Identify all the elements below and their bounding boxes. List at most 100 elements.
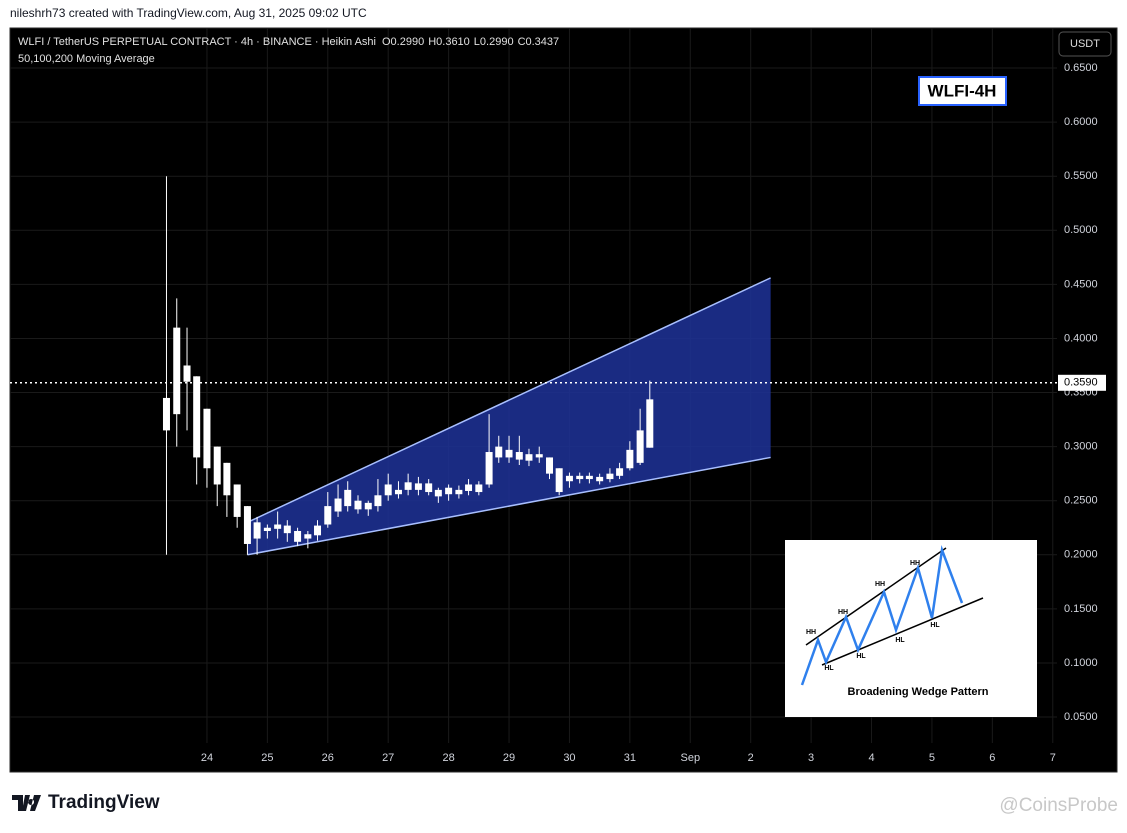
candle-body [576,475,584,480]
title-text: WLFI / TetherUS PERPETUAL CONTRACT · 4h … [18,36,376,48]
currency-label[interactable]: USDT [1070,38,1100,50]
inset-diagram: HH HH HH HH HL HL HL HL Broadening Wedge… [785,540,1037,717]
chart-subtitle: 50,100,200 Moving Average [18,53,155,65]
candle-body [646,399,654,448]
candle-body [314,525,322,536]
currency-button[interactable] [1058,31,1112,57]
x-tick-label: 5 [929,752,935,764]
x-tick-label: Sep [680,752,700,764]
wedge-line [247,456,771,556]
x-tick-label: 26 [322,752,334,764]
candle-body [223,462,231,496]
x-tick-label: 31 [624,752,636,764]
y-tick-label: 0.1000 [1064,657,1098,669]
y-tick-label: 0.5000 [1064,224,1098,236]
candle-body [596,476,604,482]
credit: nileshrh73 created with TradingView.com,… [10,6,367,20]
candle-body [162,397,170,431]
candle-body [475,484,483,493]
candle-body [183,365,191,382]
y-tick-label: 0.0500 [1064,711,1098,723]
candle-body [414,483,422,490]
badge-box [918,76,1007,106]
watermark: @CoinsProbe [999,795,1118,816]
candle-body [455,489,463,495]
current-price-box [1058,374,1106,391]
candle-body [626,449,634,469]
ohlc-low: L0.2990 [474,36,514,48]
candle-body [555,468,563,493]
candle-body [425,483,433,493]
ohlc-close: C0.3437 [518,36,560,48]
brand-name: TradingView [48,792,160,813]
candle-body [565,475,573,482]
inset-label: HL [856,653,866,660]
ohlc-high: H0.3610 [428,36,470,48]
y-tick-label: 0.1500 [1064,603,1098,615]
x-tick-label: 25 [261,752,273,764]
candle-body [616,468,624,476]
badge: WLFI-4H [928,81,997,100]
inset-label: HL [895,637,905,644]
wedge-line [247,277,771,524]
candle-body [173,327,181,415]
x-tick-label: 6 [989,752,995,764]
inset-lower-line [821,597,984,666]
candle-body [374,495,382,507]
y-tick-label: 0.5500 [1064,170,1098,182]
x-tick-label: 4 [868,752,874,764]
candle-body [283,525,291,534]
candle-body [636,430,644,463]
brand-logo [12,795,41,811]
candle-body [304,534,312,539]
y-tick-label: 0.2000 [1064,549,1098,561]
candle-body [274,524,282,529]
candle-body [546,457,554,474]
candle-body [253,522,261,539]
candle-body [324,506,332,525]
x-tick-label: 3 [808,752,814,764]
candle-body [354,500,362,510]
inset-title: Broadening Wedge Pattern [848,686,989,698]
inset-label: HL [824,665,834,672]
x-tick-label: 28 [442,752,454,764]
x-tick-label: 30 [563,752,575,764]
x-tick-label: 7 [1050,752,1056,764]
ohlc-open: O0.2990 [382,36,424,48]
candle-body [294,530,302,542]
candle-body [233,484,241,517]
candle-body [525,454,533,461]
current-price-label: 0.3590 [1064,377,1098,389]
candle-body [203,408,211,469]
y-tick-label: 0.2500 [1064,495,1098,507]
candle-body [243,506,251,544]
x-tick-label: 24 [201,752,213,764]
candle-body [515,452,523,460]
candle-body [505,449,513,458]
candle-body [445,487,453,495]
inset-label: HH [838,609,848,616]
candle-body [485,452,493,485]
candle-body [465,484,473,491]
candle-body [263,527,271,531]
candle-body [606,473,614,480]
plot-area [10,176,1057,556]
candle-body [193,376,201,458]
inset-label: HH [806,629,816,636]
candle-body [334,498,342,512]
x-tick-label: 2 [748,752,754,764]
inset-zigzag [800,545,964,686]
inset-label: HH [910,560,920,567]
inset-label: HL [930,622,940,629]
candle-body [495,446,503,458]
x-tick-label: 27 [382,752,394,764]
y-tick-label: 0.6000 [1064,116,1098,128]
candle-body [394,489,402,495]
brand-icon [12,795,41,811]
candle-body [434,489,442,497]
chart-title: WLFI / TetherUS PERPETUAL CONTRACT · 4h … [18,36,559,48]
x-tick-label: 29 [503,752,515,764]
candle-body [535,454,543,458]
